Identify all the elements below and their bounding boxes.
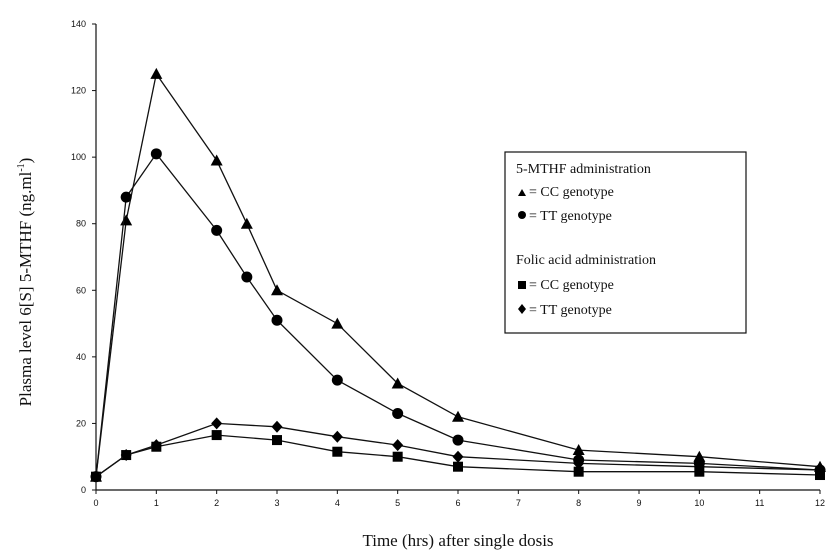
x-tick-label: 4 bbox=[335, 498, 340, 508]
data-point-square bbox=[211, 430, 222, 441]
y-tick-label: 60 bbox=[76, 285, 86, 295]
x-tick-label: 11 bbox=[755, 498, 764, 508]
legend-item-tt-folic: = TT genotype bbox=[529, 303, 612, 318]
x-tick-label: 9 bbox=[636, 498, 641, 508]
x-tick-label: 10 bbox=[694, 498, 704, 508]
legend-box bbox=[504, 151, 747, 334]
data-point-diamond bbox=[120, 449, 132, 462]
x-tick-label: 1 bbox=[154, 498, 159, 508]
data-point-triangle bbox=[120, 214, 133, 226]
series-line bbox=[95, 152, 821, 477]
series-layer bbox=[90, 67, 826, 483]
data-point-circle bbox=[271, 314, 283, 326]
y-tick-label: 140 bbox=[71, 19, 86, 29]
y-tick-label: 20 bbox=[76, 418, 86, 428]
data-point-triangle bbox=[452, 410, 464, 422]
x-axis-title-text: Time (hrs) after single dosis bbox=[362, 531, 553, 550]
x-tick-label: 0 bbox=[93, 498, 98, 508]
x-ticks: 0 1 2 3 4 5 6 7 8 9 10 11 12 bbox=[93, 490, 825, 508]
data-point-circle bbox=[331, 374, 343, 386]
series-line bbox=[95, 72, 821, 477]
data-point-triangle bbox=[240, 217, 253, 229]
data-point-diamond bbox=[271, 420, 283, 433]
data-point-triangle bbox=[391, 377, 404, 389]
x-tick-label: 8 bbox=[576, 498, 581, 508]
y-axis-title: Plasma level 6[S] 5-MTHF (ng.ml-1) bbox=[16, 158, 35, 407]
y-tick-label: 0 bbox=[81, 485, 86, 495]
data-point-square bbox=[332, 446, 343, 457]
data-point-square bbox=[392, 451, 403, 462]
x-tick-label: 12 bbox=[815, 498, 825, 508]
x-tick-label: 3 bbox=[274, 498, 279, 508]
legend-marker-triangle bbox=[518, 189, 526, 196]
y-axis-title-main: Plasma level 6[S] 5-MTHF (ng.ml bbox=[16, 171, 35, 406]
y-tick-label: 80 bbox=[76, 219, 86, 229]
data-point-diamond bbox=[693, 460, 705, 473]
data-point-diamond bbox=[452, 450, 464, 463]
data-point-diamond bbox=[90, 470, 102, 483]
data-point-circle bbox=[120, 191, 132, 203]
legend-marker-diamond bbox=[518, 304, 526, 314]
data-point-diamond bbox=[150, 439, 162, 452]
legend-group2-title: Folic acid administration bbox=[516, 253, 656, 268]
data-point-diamond bbox=[331, 430, 343, 443]
series-diamond bbox=[90, 417, 826, 483]
data-point-square bbox=[453, 461, 463, 472]
data-point-circle bbox=[150, 148, 162, 160]
data-point-triangle bbox=[572, 444, 585, 456]
y-tick-label: 120 bbox=[71, 86, 86, 96]
legend: 5-MTHF administration = CC genotype = TT… bbox=[504, 151, 747, 334]
data-point-triangle bbox=[331, 317, 344, 329]
y-tick-label: 40 bbox=[76, 352, 86, 362]
data-point-circle bbox=[241, 271, 253, 283]
data-point-diamond bbox=[211, 417, 223, 430]
x-tick-label: 6 bbox=[455, 498, 460, 508]
legend-marker-square bbox=[518, 281, 526, 289]
x-tick-label: 5 bbox=[395, 498, 400, 508]
data-point-circle bbox=[452, 434, 464, 446]
data-point-diamond bbox=[573, 457, 585, 470]
legend-marker-circle bbox=[518, 211, 526, 219]
x-tick-label: 2 bbox=[214, 498, 219, 508]
y-axis-title-close: ) bbox=[16, 158, 35, 164]
data-point-square bbox=[573, 466, 584, 477]
legend-item-tt-5mthf: = TT genotype bbox=[529, 209, 612, 224]
data-point-circle bbox=[211, 224, 223, 236]
data-point-square bbox=[272, 435, 282, 446]
data-point-triangle bbox=[210, 154, 223, 166]
x-tick-label: 7 bbox=[516, 498, 521, 508]
data-point-diamond bbox=[814, 464, 826, 477]
data-point-diamond bbox=[392, 439, 404, 452]
legend-item-cc-5mthf: = CC genotype bbox=[529, 185, 614, 200]
legend-item-cc-folic: = CC genotype bbox=[529, 278, 614, 293]
x-axis-title: Time (hrs) after single dosis bbox=[362, 531, 553, 550]
data-point-triangle bbox=[150, 67, 163, 79]
data-point-triangle bbox=[271, 284, 283, 296]
y-ticks: 0 20 40 60 80 100 120 140 bbox=[71, 19, 96, 495]
y-axis-title-superscript: -1 bbox=[16, 163, 27, 171]
legend-group1-title: 5-MTHF administration bbox=[516, 162, 651, 177]
data-point-circle bbox=[392, 407, 404, 419]
y-tick-label: 100 bbox=[71, 152, 86, 162]
